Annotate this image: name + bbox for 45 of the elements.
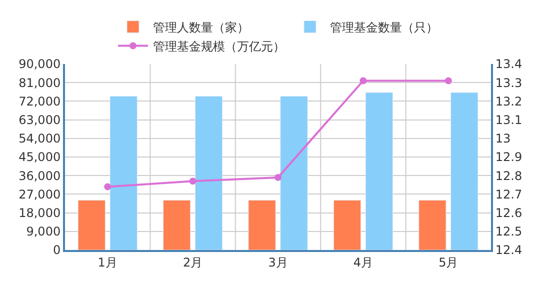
bar [450,92,478,250]
y2-tick-label: 12.9 [495,150,522,164]
y-tick-label: 54,000 [18,132,61,146]
y2-tick-label: 13.3 [495,76,522,90]
x-tick-label: 1月 [98,255,118,270]
y-tick-label: 72,000 [18,94,61,108]
y2-tick-label: 12.5 [495,224,522,239]
point [444,77,452,84]
bar [280,96,308,250]
x-tick-label: 3月 [268,255,288,270]
bar [163,200,191,250]
point [360,77,367,84]
bar [110,96,138,250]
point [274,174,282,181]
y2-tick-label: 12.6 [495,206,522,220]
y2-tick-label: 13.4 [495,57,522,72]
y-tick-label: 81,000 [18,76,61,90]
y-tick-label: 0 [52,243,61,258]
bar [194,96,223,250]
y-tick-label: 18,000 [18,206,61,220]
y2-tick-label: 13 [495,132,511,146]
y-tick-label: 45,000 [18,150,61,164]
y2-tick-label: 12.4 [495,243,522,258]
y2-tick-label: 13.1 [495,113,522,127]
y-tick-label: 27,000 [18,187,61,202]
point [189,178,196,185]
bar [333,200,362,250]
bar [78,200,106,250]
y2-tick-label: 12.8 [495,168,522,183]
bar [418,200,446,250]
bar [248,200,276,250]
x-tick-label: 2月 [182,255,203,270]
bar [365,92,393,250]
y-tick-label: 90,000 [18,57,61,72]
y2-tick-label: 13.2 [495,94,522,108]
x-tick-label: 4月 [353,255,374,270]
x-tick-label: 5月 [438,255,458,270]
point [104,183,112,190]
y-tick-label: 9,000 [26,224,61,239]
legend-label: 管理基金数量（只） [330,20,438,34]
legend-label: 管理基金规模（万亿元） [153,39,285,54]
y-tick-label: 63,000 [18,113,61,127]
y-tick-label: 36,000 [18,168,61,183]
y2-tick-label: 12.7 [495,187,522,202]
legend-label: 管理人数量（家） [153,20,249,34]
